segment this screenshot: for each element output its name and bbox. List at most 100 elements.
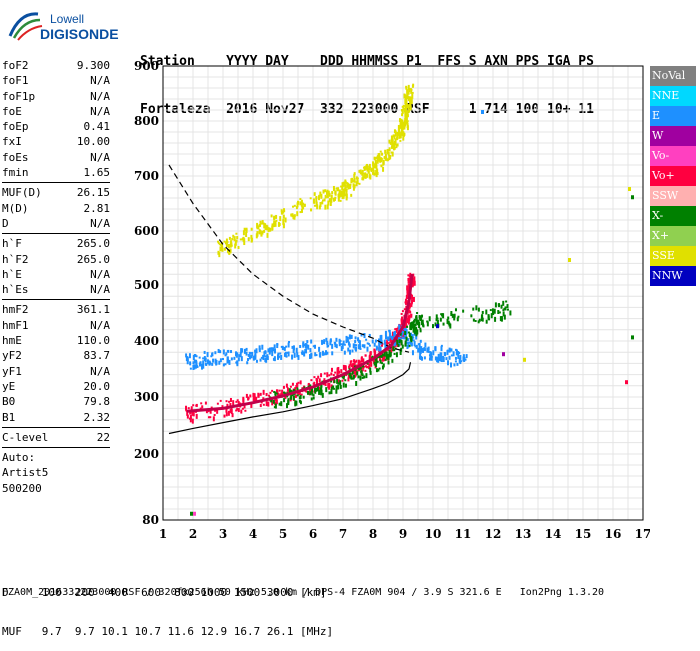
data-point-sse	[293, 204, 296, 207]
data-point-x-	[446, 318, 449, 324]
data-point-vo-	[387, 342, 390, 345]
data-point-e	[272, 347, 275, 352]
data-point-vo-	[401, 316, 404, 320]
data-point-x-	[311, 388, 314, 393]
polarization-legend: NoVal NNE E W Vo- Vo+ SSW X- X+ SSE NNW	[650, 66, 696, 286]
data-point-sse	[392, 145, 395, 151]
data-point-vo-	[368, 363, 371, 368]
data-point-x-	[316, 386, 319, 392]
param-name: foF1p	[2, 89, 36, 103]
data-point-e	[189, 367, 192, 370]
data-point-vo-	[347, 374, 350, 379]
data-point-x-	[418, 324, 421, 329]
data-point-e	[340, 343, 343, 346]
data-point-x-	[478, 318, 481, 322]
data-point-sse	[404, 94, 407, 99]
data-point-e	[283, 346, 286, 351]
data-point-x-	[369, 370, 372, 375]
data-point-x-	[375, 362, 378, 368]
data-point-x-	[499, 316, 502, 322]
data-point-x-	[436, 317, 439, 320]
logo-swoosh-green	[12, 18, 41, 39]
data-point-e	[247, 353, 250, 357]
x-tick-label: 1	[159, 527, 167, 541]
data-point-e	[192, 355, 195, 361]
data-point-sse	[411, 93, 414, 99]
data-point-vo-	[249, 394, 252, 398]
data-point-vo-	[295, 385, 298, 389]
data-point-sse	[382, 166, 385, 172]
legend-item-nnw: NNW	[650, 266, 696, 286]
data-point-x-	[411, 325, 414, 329]
data-point-e	[299, 344, 302, 348]
data-point-vo-	[401, 310, 404, 313]
data-point-e	[192, 364, 195, 370]
data-point-sse	[296, 202, 299, 208]
data-point-sse	[398, 134, 401, 139]
data-point-x-	[332, 387, 335, 390]
data-point-e	[207, 359, 210, 365]
data-point-sse	[323, 198, 326, 202]
data-point-e	[263, 351, 266, 357]
data-point-sse	[247, 237, 250, 242]
data-point-vo-	[277, 393, 280, 396]
data-point-vo-	[186, 411, 189, 416]
data-point-sse	[302, 202, 305, 206]
data-point-x-	[393, 349, 396, 352]
data-point-sse	[229, 248, 232, 253]
data-point-sse	[403, 93, 406, 99]
data-point-sse	[299, 201, 302, 206]
param-name: foEp	[2, 120, 29, 134]
data-point-sse	[407, 84, 410, 90]
data-point-sse	[388, 139, 391, 144]
param-value: N/A	[90, 283, 110, 297]
f2-trace-curve	[186, 274, 414, 413]
data-point-e	[422, 347, 425, 353]
data-point-e	[384, 343, 387, 349]
data-point-x-	[296, 387, 299, 390]
data-point-x-	[362, 364, 365, 368]
param-row: B1 2.32	[2, 410, 110, 425]
logo-swoosh-red	[17, 25, 43, 41]
data-point-e	[411, 350, 414, 356]
data-point-e	[246, 358, 249, 362]
data-point-x-	[454, 308, 457, 312]
param-row: hmF1 N/A	[2, 318, 110, 333]
data-point-vo-	[235, 409, 238, 412]
data-point-sse	[352, 185, 355, 191]
data-point-vo-	[216, 402, 219, 405]
data-point-e	[345, 335, 348, 339]
data-point-sse	[235, 239, 238, 243]
data-point-sse	[233, 236, 236, 242]
data-point-vo-	[408, 310, 411, 314]
data-point-e	[292, 345, 295, 351]
data-point-x-	[389, 353, 392, 358]
data-point-vo-	[291, 382, 294, 386]
data-point-x-	[291, 394, 294, 397]
data-point-sse	[309, 197, 312, 200]
data-point-x-	[509, 310, 512, 316]
data-point-sse	[326, 194, 329, 199]
logo-swoosh-blue	[8, 12, 39, 37]
data-point-vo-	[378, 357, 381, 362]
data-point-e	[204, 357, 207, 363]
data-point-x-	[361, 376, 364, 379]
data-point-x-	[330, 386, 333, 390]
data-point-x-	[339, 384, 342, 389]
data-point-e	[185, 353, 188, 358]
data-point-sse	[405, 101, 408, 107]
data-point-x-	[408, 332, 411, 337]
data-point-e	[268, 351, 271, 355]
data-point-x-	[309, 384, 312, 387]
data-point-e	[450, 362, 453, 368]
data-point-sse	[245, 228, 248, 233]
data-point-sse	[326, 189, 329, 193]
y-tick-label: 800	[134, 114, 159, 128]
data-point-e	[248, 355, 251, 360]
data-point-e	[403, 337, 406, 340]
data-point-x-	[325, 387, 328, 393]
data-point-x-	[401, 344, 404, 349]
data-point-sse	[406, 111, 409, 117]
data-point-sse	[368, 163, 371, 168]
data-point-vo-	[365, 365, 368, 368]
